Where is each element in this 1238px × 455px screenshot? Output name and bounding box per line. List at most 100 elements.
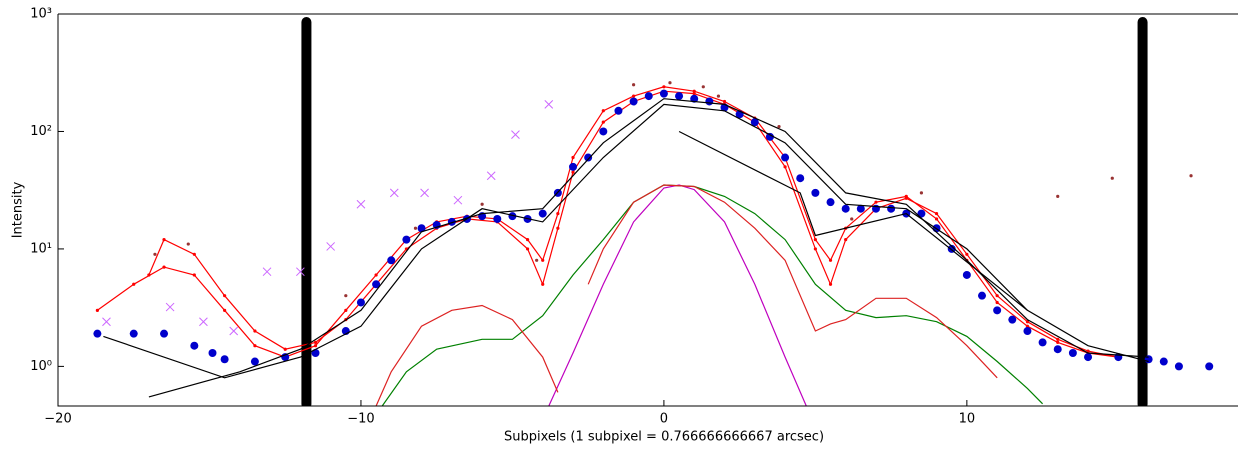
- series-line: [103, 103, 1149, 379]
- point: [716, 94, 721, 98]
- plot-area: [93, 17, 1214, 406]
- point: [160, 329, 169, 338]
- series-line: [375, 184, 998, 406]
- point: [978, 291, 987, 300]
- point: [402, 235, 411, 244]
- point: [556, 226, 560, 230]
- point: [220, 355, 229, 364]
- point: [571, 170, 575, 174]
- point: [1189, 174, 1193, 178]
- point: [356, 298, 365, 307]
- point: [813, 238, 817, 242]
- point: [486, 171, 496, 181]
- point: [153, 252, 157, 256]
- point: [919, 191, 924, 195]
- point: [544, 100, 554, 109]
- x-tick-label: −20: [44, 412, 71, 427]
- point: [917, 209, 926, 218]
- point: [525, 247, 530, 251]
- point: [162, 265, 166, 269]
- point: [190, 341, 199, 350]
- point: [601, 120, 605, 124]
- point: [934, 217, 939, 221]
- point: [781, 153, 790, 162]
- point: [253, 329, 257, 333]
- point: [1159, 357, 1168, 366]
- point: [632, 94, 636, 98]
- series-line: [678, 130, 1028, 311]
- point: [387, 256, 396, 265]
- point: [541, 282, 545, 286]
- point: [692, 92, 696, 96]
- point: [147, 273, 151, 277]
- point: [722, 99, 727, 104]
- point: [413, 226, 418, 230]
- point: [129, 329, 138, 338]
- point: [253, 344, 257, 348]
- point: [811, 188, 820, 197]
- point: [186, 242, 190, 246]
- point: [828, 282, 833, 286]
- point: [614, 106, 623, 115]
- x-tick-label: 10: [959, 412, 976, 427]
- point: [584, 153, 593, 162]
- point: [828, 258, 833, 262]
- point: [535, 258, 539, 262]
- point: [644, 92, 653, 101]
- point: [690, 94, 699, 103]
- point: [192, 273, 196, 277]
- point: [1056, 337, 1060, 341]
- point: [701, 85, 705, 89]
- point: [417, 224, 426, 233]
- y-tick-label: 10²: [30, 124, 52, 139]
- point: [796, 174, 805, 183]
- point: [313, 340, 318, 345]
- point: [629, 97, 638, 106]
- point: [841, 204, 850, 213]
- point: [1086, 349, 1090, 353]
- point: [372, 280, 381, 289]
- point: [675, 92, 684, 101]
- point: [1023, 327, 1032, 336]
- point: [453, 195, 463, 205]
- point: [208, 349, 217, 358]
- y-tick-label: 10⁰: [30, 359, 52, 374]
- point: [508, 212, 517, 221]
- point: [571, 155, 575, 160]
- point: [420, 188, 429, 198]
- point: [162, 238, 166, 242]
- point: [1174, 362, 1183, 371]
- point: [525, 238, 530, 242]
- point: [223, 308, 227, 312]
- point: [1053, 345, 1062, 354]
- point: [541, 258, 545, 262]
- series-line: [148, 98, 1149, 398]
- point: [250, 357, 259, 366]
- point: [777, 125, 781, 129]
- point: [569, 162, 578, 171]
- point: [1084, 353, 1093, 362]
- point: [480, 202, 484, 206]
- point: [192, 252, 196, 256]
- point: [93, 329, 102, 338]
- point: [1110, 176, 1114, 180]
- point: [326, 242, 336, 251]
- point: [538, 209, 547, 218]
- point: [1056, 194, 1060, 199]
- point: [262, 267, 272, 277]
- point: [965, 252, 969, 256]
- point: [1025, 320, 1030, 324]
- point: [199, 317, 208, 327]
- point: [313, 344, 318, 348]
- point: [599, 127, 608, 136]
- point: [856, 204, 865, 213]
- point: [344, 308, 348, 312]
- point: [813, 247, 817, 251]
- point: [995, 300, 999, 305]
- point: [165, 302, 175, 312]
- x-axis-label: Subpixels (1 subpixel = 0.766666666667 a…: [504, 430, 824, 445]
- point: [296, 267, 305, 277]
- point: [1008, 315, 1017, 324]
- series-line: [548, 184, 807, 406]
